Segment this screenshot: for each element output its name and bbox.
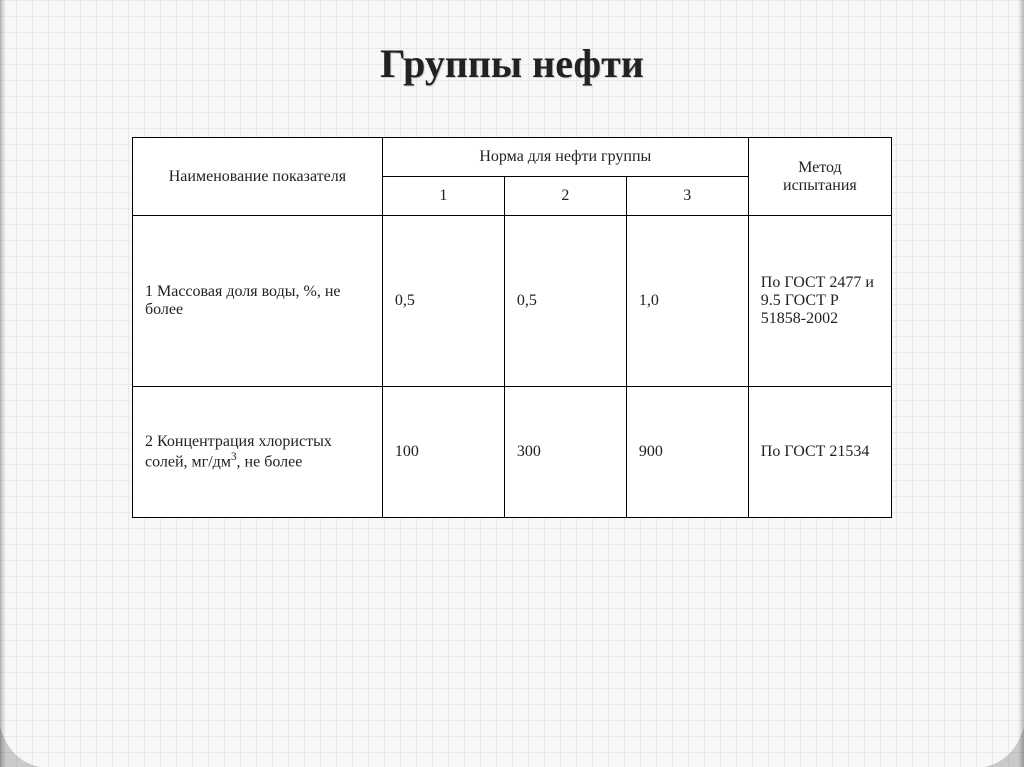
cell-r2-method: По ГОСТ 21534 [748,387,891,518]
page-curl-br [954,697,1024,767]
page-curl-bl [0,697,70,767]
table-row: 2 Концентрация хлористых солей, мг/дм3, … [133,387,892,518]
cell-name-1: 1 Массовая доля воды, %, не более [133,216,383,387]
header-name: Наименование показателя [133,138,383,216]
decorative-edge-right [1018,0,1024,767]
cell-r1-g3: 1,0 [626,216,748,387]
cell-r1-g2: 0,5 [504,216,626,387]
cell-r2-g1: 100 [382,387,504,518]
cell-r1-g1: 0,5 [382,216,504,387]
oil-groups-table: Наименование показателя Норма для нефти … [132,137,892,518]
header-method: Метод испытания [748,138,891,216]
header-norm-group: Норма для нефти группы [382,138,748,177]
header-group-2: 2 [504,177,626,216]
cell-name-2-suffix: , не более [237,453,303,470]
table-row: 1 Массовая доля воды, %, не более 0,5 0,… [133,216,892,387]
header-group-3: 3 [626,177,748,216]
cell-r2-g3: 900 [626,387,748,518]
slide-background: Группы нефти Наименование показателя Нор… [0,0,1024,767]
page-title: Группы нефти [60,40,964,87]
cell-r2-g2: 300 [504,387,626,518]
header-group-1: 1 [382,177,504,216]
table-header-row-1: Наименование показателя Норма для нефти … [133,138,892,177]
cell-name-2: 2 Концентрация хлористых солей, мг/дм3, … [133,387,383,518]
decorative-edge-left [0,0,6,767]
cell-r1-method: По ГОСТ 2477 и 9.5 ГОСТ Р 51858-2002 [748,216,891,387]
